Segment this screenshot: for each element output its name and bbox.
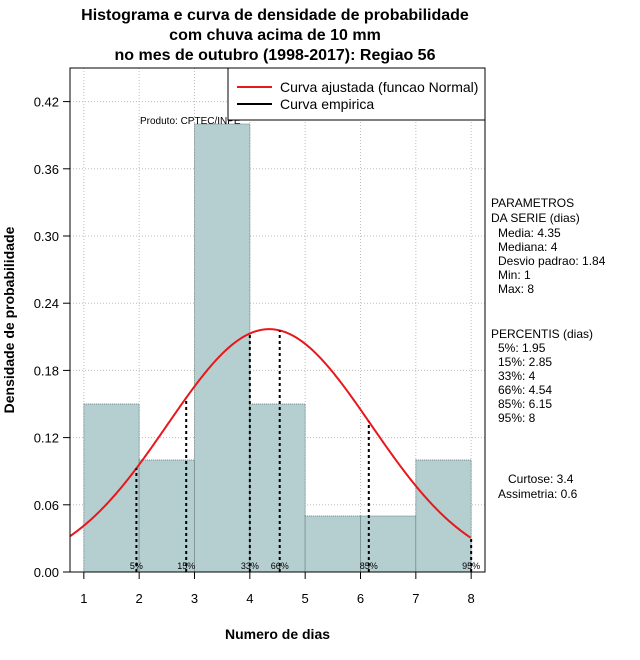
params-header: PARAMETROS DA SERIE (dias) [491, 196, 580, 225]
x-tick-label-4: 4 [246, 591, 253, 606]
percentis-header: PERCENTIS (dias) [491, 327, 594, 341]
chart-title-line-2: com chuva acima de 10 mm [169, 27, 381, 44]
y-tick-label-0.24: 0.24 [34, 296, 59, 311]
x-tick-label-7: 7 [412, 591, 419, 606]
histogram-bar-6 [360, 515, 417, 573]
percentile-label-15pct: 15% [177, 561, 195, 571]
percentil-5: 5%: 1.95 [498, 341, 546, 355]
percentile-label-33pct: 33% [241, 561, 259, 571]
chart-title-line-1: Histograma e curva de densidade de proba… [81, 7, 469, 24]
percentil-95: 95%: 8 [498, 411, 536, 425]
stat-curtose: Curtose: 3.4 [508, 472, 574, 486]
param-media: Media: 4.35 [498, 226, 561, 240]
histogram-bar-3 [194, 123, 251, 573]
y-tick-label-0.42: 0.42 [34, 95, 59, 110]
percentile-label-95pct: 95% [462, 561, 480, 571]
param-desvio: Desvio padrao: 1.84 [498, 254, 606, 268]
x-tick-label-8: 8 [468, 591, 475, 606]
percentile-label-85pct: 85% [360, 561, 378, 571]
x-axis-title: Numero de dias [225, 626, 330, 642]
param-max: Max: 8 [498, 282, 535, 296]
percentile-label-66pct: 66% [271, 561, 289, 571]
x-tick-label-5: 5 [302, 591, 309, 606]
y-tick-label-0.00: 0.00 [34, 565, 59, 580]
legend-fitted-label: Curva ajustada (funcao Normal) [280, 79, 478, 95]
x-tick-label-2: 2 [136, 591, 143, 606]
y-tick-label-0.18: 0.18 [34, 363, 59, 378]
legend-empirical-label: Curva empirica [280, 96, 374, 112]
fitted-normal-curve [69, 328, 472, 539]
legend-box [227, 67, 486, 121]
product-annotation: Produto: CPTEC/INPE [140, 116, 241, 127]
percentil-15: 15%: 2.85 [498, 355, 553, 369]
percentil-85: 85%: 6.15 [498, 397, 553, 411]
param-min: Min: 1 [498, 268, 531, 282]
percentile-label-5pct: 5% [130, 561, 143, 571]
histogram-bar-4 [249, 403, 306, 573]
y-axis-title: Densidade de probabilidade [1, 226, 17, 413]
x-tick-label-1: 1 [80, 591, 87, 606]
y-tick-label-0.06: 0.06 [34, 498, 59, 513]
stat-assimetria: Assimetria: 0.6 [498, 487, 578, 501]
percentil-33: 33%: 4 [498, 369, 536, 383]
x-tick-label-6: 6 [357, 591, 364, 606]
x-tick-label-3: 3 [191, 591, 198, 606]
chart-title-line-3: no mes de outubro (1998-2017): Regiao 56 [114, 47, 436, 64]
y-tick-label-0.12: 0.12 [34, 431, 59, 446]
param-mediana: Mediana: 4 [498, 240, 558, 254]
histogram-bar-1 [83, 403, 140, 573]
percentil-66: 66%: 4.54 [498, 383, 553, 397]
y-tick-label-0.30: 0.30 [34, 229, 59, 244]
histogram-bar-5 [304, 515, 361, 573]
y-tick-label-0.36: 0.36 [34, 162, 59, 177]
